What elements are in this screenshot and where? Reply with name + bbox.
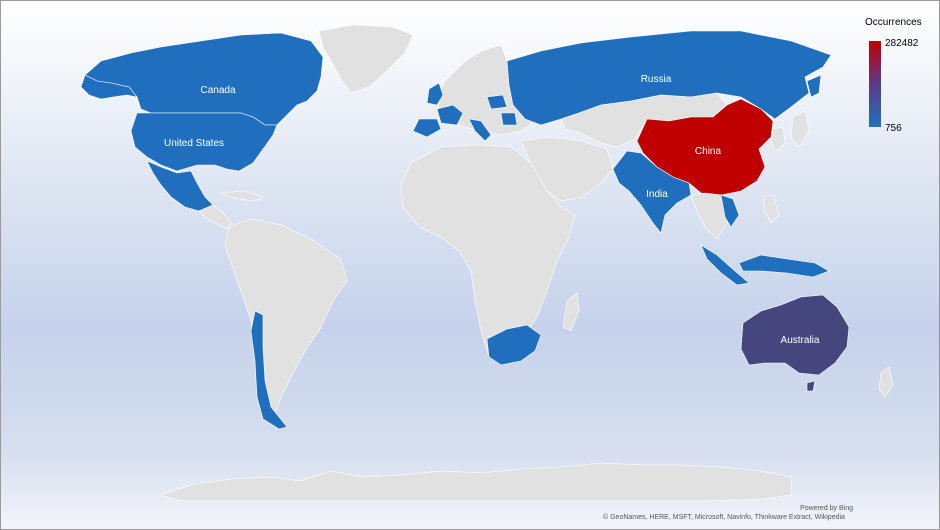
india-region[interactable]	[612, 150, 692, 234]
label-russia: Russia	[641, 74, 672, 85]
poland-region[interactable]	[486, 94, 508, 110]
label-australia: Australia	[781, 335, 820, 346]
new-zealand-region[interactable]	[878, 366, 894, 398]
central-america-region[interactable]	[198, 204, 232, 230]
philippines-region[interactable]	[762, 194, 780, 224]
se-asia-region[interactable]	[690, 192, 732, 240]
tasmania-region[interactable]	[806, 380, 816, 392]
legend-max-label: 282482	[885, 38, 919, 49]
italy-region[interactable]	[468, 118, 492, 142]
south-america-region[interactable]	[224, 218, 348, 420]
label-china: China	[695, 146, 722, 157]
label-india: India	[646, 189, 668, 200]
canada-region[interactable]	[84, 32, 324, 126]
alaska-region[interactable]	[80, 74, 138, 100]
vietnam-region[interactable]	[720, 194, 740, 228]
label-united-states: United States	[164, 138, 224, 149]
south-africa-region[interactable]	[486, 324, 542, 366]
chile-region[interactable]	[250, 310, 288, 430]
united-states-region[interactable]	[130, 112, 278, 172]
label-canada: Canada	[200, 85, 235, 96]
australia-region[interactable]	[740, 294, 850, 376]
legend-title: Occurrences	[865, 17, 922, 28]
caribbean-region[interactable]	[220, 190, 264, 202]
france-region[interactable]	[436, 104, 464, 126]
legend-color-scale	[869, 41, 881, 127]
greenland-region[interactable]	[318, 24, 414, 94]
antarctica-region[interactable]	[160, 462, 792, 502]
legend-min-label: 756	[885, 123, 902, 134]
indonesia-region[interactable]	[700, 244, 830, 286]
powered-by-bing: Powered by Bing	[800, 505, 853, 512]
korea-japan-region[interactable]	[770, 110, 810, 152]
spain-region[interactable]	[412, 118, 442, 138]
map-copyright: © GeoNames, HERE, MSFT, Microsoft, Navin…	[603, 514, 845, 521]
uk-region[interactable]	[426, 82, 444, 106]
romania-region[interactable]	[500, 112, 518, 126]
russia-east-region[interactable]	[806, 74, 822, 98]
madagascar-region[interactable]	[562, 292, 580, 332]
